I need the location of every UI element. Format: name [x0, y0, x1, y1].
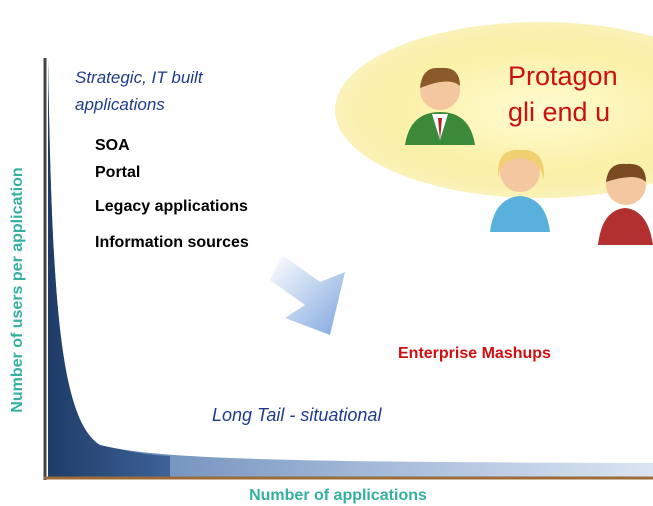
tail-label: Long Tail - situational [212, 405, 382, 425]
bubble [335, 22, 653, 198]
head-title: applications [75, 95, 165, 114]
head-title: Strategic, IT built [75, 68, 204, 87]
mashups-label: Enterprise Mashups [398, 345, 551, 362]
y-axis-label: Number of users per application [9, 167, 26, 412]
head-item: Portal [95, 164, 140, 181]
head-item: SOA [95, 137, 130, 154]
head-area [48, 60, 170, 478]
bubble-text: gli end u [508, 97, 610, 127]
head-item: Information sources [95, 234, 249, 251]
person-icon [405, 67, 475, 145]
head-item: Legacy applications [95, 198, 248, 215]
x-axis-label: Number of applications [249, 487, 427, 504]
bubble-text: Protagon [508, 61, 618, 91]
arrow [270, 255, 345, 335]
person-icon [490, 149, 550, 232]
person-icon [598, 163, 653, 245]
